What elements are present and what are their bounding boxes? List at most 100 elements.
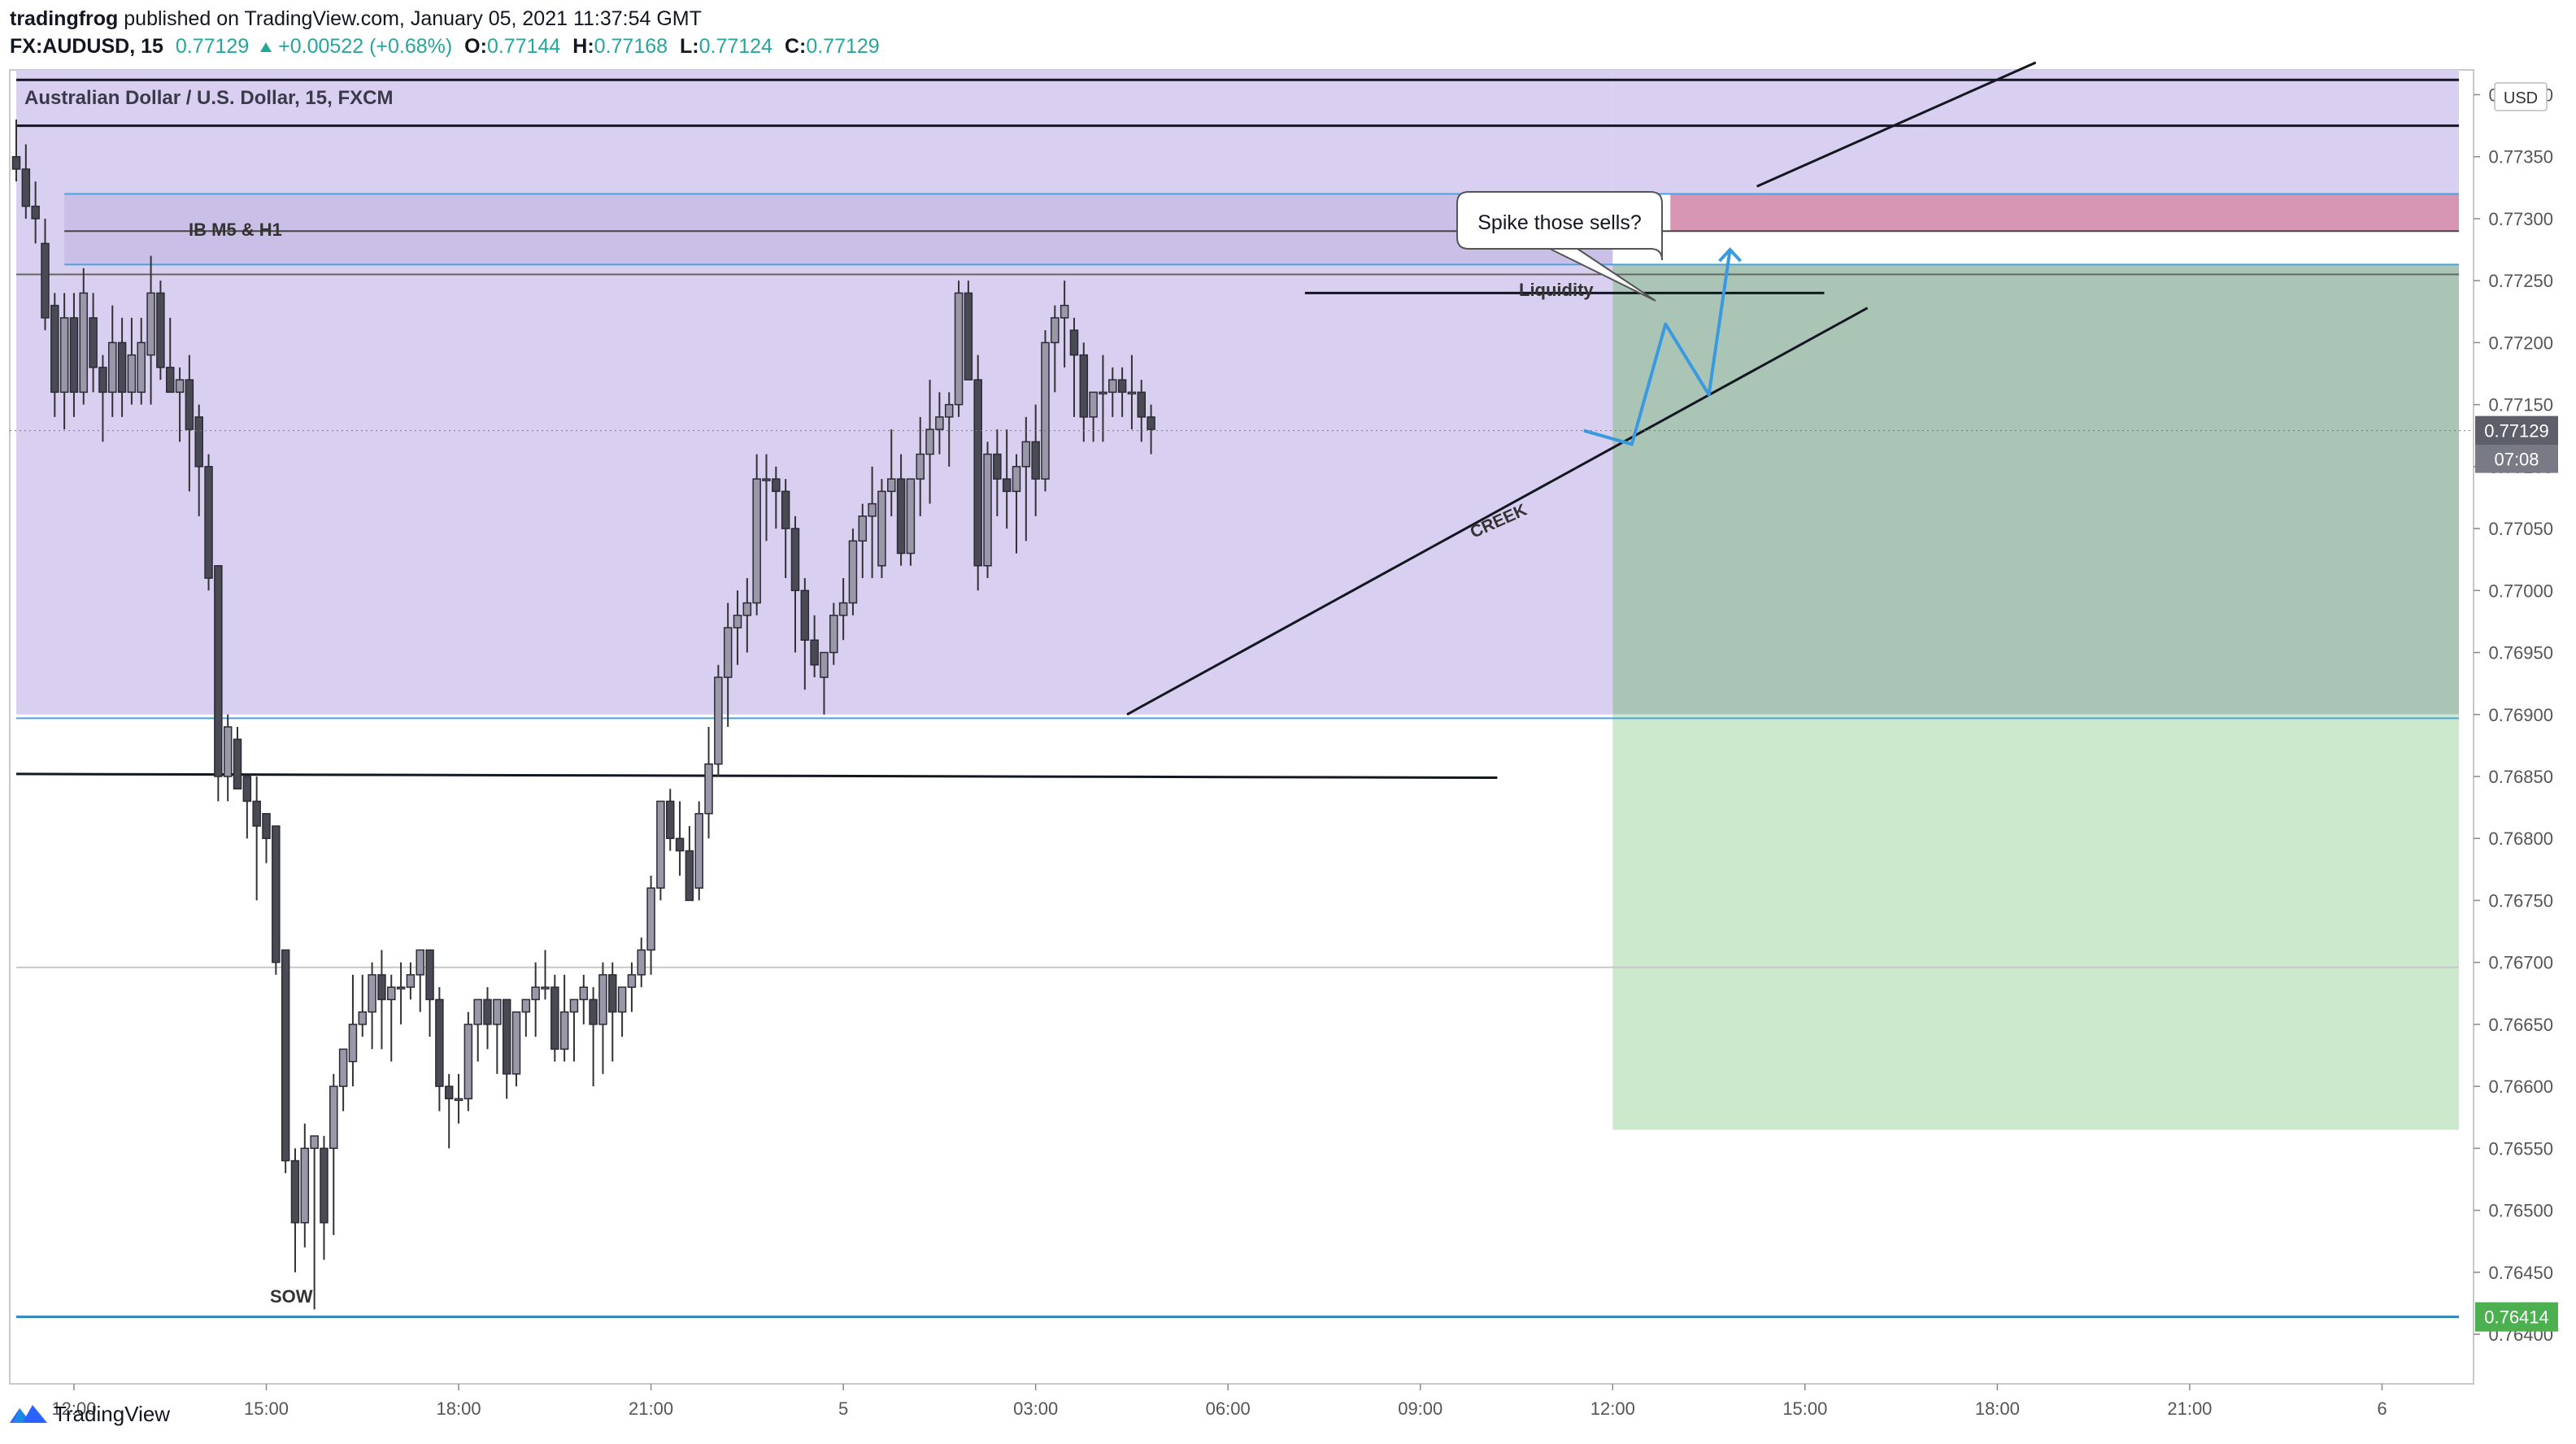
candle-body[interactable] bbox=[916, 453, 925, 480]
candle-body[interactable] bbox=[252, 800, 261, 827]
current-price-badge[interactable] bbox=[2475, 415, 2558, 446]
candle-body[interactable] bbox=[627, 974, 637, 988]
candle-body[interactable] bbox=[281, 949, 290, 1162]
candle-body[interactable] bbox=[1108, 379, 1117, 394]
candle-body[interactable] bbox=[300, 1147, 310, 1224]
candle-body[interactable] bbox=[559, 1011, 569, 1050]
candle-body[interactable] bbox=[1051, 317, 1060, 344]
currency-box[interactable] bbox=[2494, 82, 2548, 111]
candle-body[interactable] bbox=[1041, 341, 1050, 480]
candle-body[interactable] bbox=[954, 292, 964, 406]
candle-body[interactable] bbox=[214, 565, 223, 777]
candle-body[interactable] bbox=[11, 155, 21, 170]
candle-body[interactable] bbox=[608, 974, 617, 1013]
candle-body[interactable] bbox=[983, 453, 992, 567]
candle-body[interactable] bbox=[387, 986, 396, 1001]
candle-body[interactable] bbox=[435, 998, 444, 1087]
candle-body[interactable] bbox=[569, 998, 579, 1013]
candle-body[interactable] bbox=[541, 986, 550, 989]
candle-body[interactable] bbox=[848, 540, 858, 604]
candle-body[interactable] bbox=[262, 812, 271, 839]
candle-body[interactable] bbox=[338, 1048, 348, 1087]
candle-body[interactable] bbox=[108, 341, 117, 394]
candle-body[interactable] bbox=[772, 478, 781, 493]
candle-body[interactable] bbox=[272, 825, 281, 963]
candle-body[interactable] bbox=[675, 837, 685, 852]
candle-body[interactable] bbox=[800, 589, 810, 642]
candle-body[interactable] bbox=[733, 615, 742, 628]
candle-body[interactable] bbox=[1089, 391, 1098, 418]
candle-body[interactable] bbox=[69, 317, 79, 394]
candle-body[interactable] bbox=[665, 800, 675, 839]
candle-body[interactable] bbox=[377, 974, 386, 1001]
candle-body[interactable] bbox=[896, 478, 906, 555]
candle-body[interactable] bbox=[194, 416, 203, 468]
candle-body[interactable] bbox=[887, 478, 896, 493]
footer-brand[interactable]: TradingView bbox=[54, 1401, 171, 1426]
candle-body[interactable] bbox=[127, 354, 137, 394]
candle-body[interactable] bbox=[858, 515, 868, 542]
candle-body[interactable] bbox=[242, 776, 252, 802]
candle-body[interactable] bbox=[656, 800, 665, 889]
trend-line-upper[interactable] bbox=[1756, 61, 2037, 188]
candle-body[interactable] bbox=[762, 478, 771, 481]
candle-body[interactable] bbox=[1021, 441, 1031, 468]
candle-body[interactable] bbox=[550, 986, 559, 1050]
candle-body[interactable] bbox=[185, 379, 194, 430]
candle-body[interactable] bbox=[329, 1085, 338, 1150]
black-support-line[interactable] bbox=[15, 772, 1498, 780]
candle-body[interactable] bbox=[1031, 441, 1040, 480]
candle-body[interactable] bbox=[502, 998, 511, 1075]
candle-body[interactable] bbox=[396, 986, 406, 989]
candle-body[interactable] bbox=[906, 478, 916, 555]
candle-body[interactable] bbox=[117, 341, 127, 394]
candle-body[interactable] bbox=[685, 850, 694, 902]
candle-body[interactable] bbox=[175, 379, 185, 394]
candle-body[interactable] bbox=[723, 627, 733, 678]
candle-body[interactable] bbox=[1147, 416, 1155, 430]
candle-body[interactable] bbox=[531, 986, 540, 1001]
candle-body[interactable] bbox=[838, 602, 848, 616]
candle-body[interactable] bbox=[89, 317, 98, 368]
candle-body[interactable] bbox=[781, 490, 790, 529]
candle-body[interactable] bbox=[1117, 379, 1127, 394]
candle-body[interactable] bbox=[156, 292, 165, 368]
candle-body[interactable] bbox=[617, 986, 627, 1013]
candle-body[interactable] bbox=[98, 367, 107, 394]
candle-body[interactable] bbox=[704, 763, 713, 815]
candle-body[interactable] bbox=[358, 1011, 368, 1025]
candle-body[interactable] bbox=[790, 528, 800, 592]
candle-body[interactable] bbox=[79, 292, 89, 394]
candle-body[interactable] bbox=[50, 304, 59, 394]
candle-body[interactable] bbox=[59, 317, 69, 394]
candle-body[interactable] bbox=[493, 998, 502, 1025]
candle-body[interactable] bbox=[868, 502, 877, 517]
low-price-badge[interactable] bbox=[2475, 1302, 2558, 1332]
candle-body[interactable] bbox=[444, 1085, 454, 1100]
candle-body[interactable] bbox=[473, 998, 482, 1025]
candle-body[interactable] bbox=[233, 738, 242, 789]
candle-body[interactable] bbox=[1060, 304, 1069, 319]
candle-body[interactable] bbox=[406, 974, 416, 988]
candle-body[interactable] bbox=[589, 998, 598, 1025]
candle-body[interactable] bbox=[742, 602, 752, 616]
candle-body[interactable] bbox=[137, 341, 146, 394]
candle-body[interactable] bbox=[1127, 391, 1137, 395]
candle-body[interactable] bbox=[146, 292, 155, 356]
candle-body[interactable] bbox=[579, 986, 589, 1001]
candle-body[interactable] bbox=[1137, 391, 1147, 418]
symbol-label[interactable]: FX:AUDUSD, 15 bbox=[10, 35, 163, 58]
candle-body[interactable] bbox=[511, 1011, 521, 1075]
candle-body[interactable] bbox=[752, 478, 761, 604]
candle-body[interactable] bbox=[935, 416, 944, 430]
candle-body[interactable] bbox=[944, 403, 954, 418]
candle-body[interactable] bbox=[1002, 478, 1012, 493]
candle-body[interactable] bbox=[31, 205, 40, 220]
candle-body[interactable] bbox=[416, 949, 424, 976]
candle-body[interactable] bbox=[425, 949, 434, 1001]
candle-body[interactable] bbox=[877, 490, 886, 567]
candle-body[interactable] bbox=[320, 1147, 329, 1224]
candle-body[interactable] bbox=[1012, 466, 1021, 493]
projection-arrow-path[interactable] bbox=[1583, 249, 1732, 446]
